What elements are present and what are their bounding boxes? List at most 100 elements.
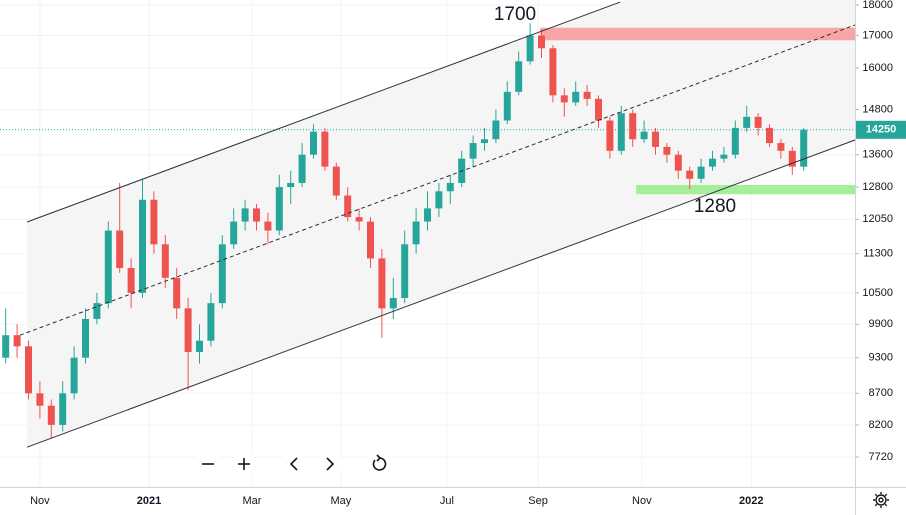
candle-body xyxy=(139,199,146,293)
y-tick-label: 14800 xyxy=(862,103,893,115)
candle-body xyxy=(13,335,21,347)
x-tick-label: 2022 xyxy=(739,495,763,507)
candle-body xyxy=(640,131,648,140)
candle-body xyxy=(207,303,215,341)
candle-body xyxy=(230,221,238,245)
candle-body xyxy=(287,182,295,188)
candle-body xyxy=(196,340,203,352)
zoom-out-button[interactable] xyxy=(195,451,221,477)
toolbar xyxy=(195,451,393,477)
candle-body xyxy=(173,277,181,309)
channel-fill xyxy=(27,0,855,448)
candle-body xyxy=(47,405,55,425)
candle-body xyxy=(492,120,500,140)
candle-body xyxy=(389,297,397,309)
annotation: 1700 xyxy=(494,4,536,25)
candle-body xyxy=(70,357,78,394)
x-tick-label: Nov xyxy=(632,495,652,507)
candle-body xyxy=(777,143,785,151)
y-tick-label: 13600 xyxy=(862,149,893,161)
candle-body xyxy=(560,95,568,103)
candle-body xyxy=(218,244,226,304)
candle-body xyxy=(583,91,591,99)
candle-body xyxy=(150,199,158,245)
candle-body xyxy=(743,116,751,128)
candle-body xyxy=(788,150,796,167)
trendline xyxy=(26,1,621,223)
candle-body xyxy=(355,217,363,222)
candle-body xyxy=(549,48,557,96)
candle-body xyxy=(720,154,728,159)
x-tick-label: Sep xyxy=(528,495,548,507)
reset-button[interactable] xyxy=(367,451,393,477)
candle-body xyxy=(469,143,477,159)
y-tick-label: 7720 xyxy=(869,451,893,463)
candle-body xyxy=(766,127,773,144)
scroll-right-button[interactable] xyxy=(317,451,343,477)
x-tick-label: Jul xyxy=(440,495,454,507)
candle-body xyxy=(116,230,124,269)
settings-button[interactable] xyxy=(873,492,889,508)
x-tick-label: Mar xyxy=(242,495,261,507)
trendline xyxy=(26,139,856,448)
y-tick-label: 9300 xyxy=(869,352,893,364)
candle-body xyxy=(526,35,534,62)
candle-body xyxy=(606,120,614,151)
candle-body xyxy=(275,187,283,231)
candle-body xyxy=(481,139,488,144)
trendline xyxy=(19,24,856,336)
candle-body xyxy=(663,146,671,155)
candle-body xyxy=(82,318,89,358)
candle-body xyxy=(697,166,705,179)
candle-body xyxy=(104,230,112,304)
y-tick-label: 8700 xyxy=(869,387,893,399)
candle-body xyxy=(709,158,716,167)
candle-body xyxy=(674,154,682,171)
candle-body xyxy=(253,208,260,222)
candle-body xyxy=(310,131,317,155)
candle-body xyxy=(241,208,249,222)
candle-body xyxy=(446,182,454,192)
last-price-label: 14250 xyxy=(866,124,897,136)
candle-body xyxy=(59,393,67,425)
candle-body xyxy=(264,221,272,231)
candle-body xyxy=(800,129,808,167)
candle-body xyxy=(161,244,169,278)
candle-body xyxy=(435,191,443,209)
x-tick-label: 2021 xyxy=(137,495,161,507)
candle-body xyxy=(595,98,602,121)
candle-body xyxy=(412,221,420,245)
candle-body xyxy=(298,154,306,183)
candle-body xyxy=(538,35,545,49)
y-tick-label: 12800 xyxy=(862,181,893,193)
y-tick-label: 16000 xyxy=(862,62,893,74)
y-tick-label: 17000 xyxy=(862,29,893,41)
y-tick-label: 10500 xyxy=(862,287,893,299)
candle-body xyxy=(2,335,10,358)
candle-body xyxy=(629,113,637,140)
candle-body xyxy=(367,221,374,259)
x-tick-label: Nov xyxy=(30,495,50,507)
candle-body xyxy=(36,393,44,406)
scroll-left-button[interactable] xyxy=(281,451,307,477)
y-tick-label: 9900 xyxy=(869,318,893,330)
candle-body xyxy=(686,170,694,179)
last-price-box xyxy=(856,120,906,139)
candle-body xyxy=(572,91,580,103)
y-tick-label: 8200 xyxy=(869,419,893,431)
candle-body xyxy=(754,116,762,128)
candle-body xyxy=(424,208,431,222)
zone xyxy=(540,27,855,41)
candle-body xyxy=(332,166,340,196)
x-tick-label: May xyxy=(330,495,351,507)
candle-body xyxy=(344,195,352,218)
candle-body xyxy=(127,268,135,293)
y-tick-label: 11300 xyxy=(863,248,893,260)
candle-body xyxy=(652,131,659,147)
annotation: 1280 xyxy=(694,196,736,217)
zone xyxy=(636,185,855,195)
candle-body xyxy=(321,131,329,167)
candle-body xyxy=(617,113,625,151)
zoom-in-button[interactable] xyxy=(231,451,257,477)
